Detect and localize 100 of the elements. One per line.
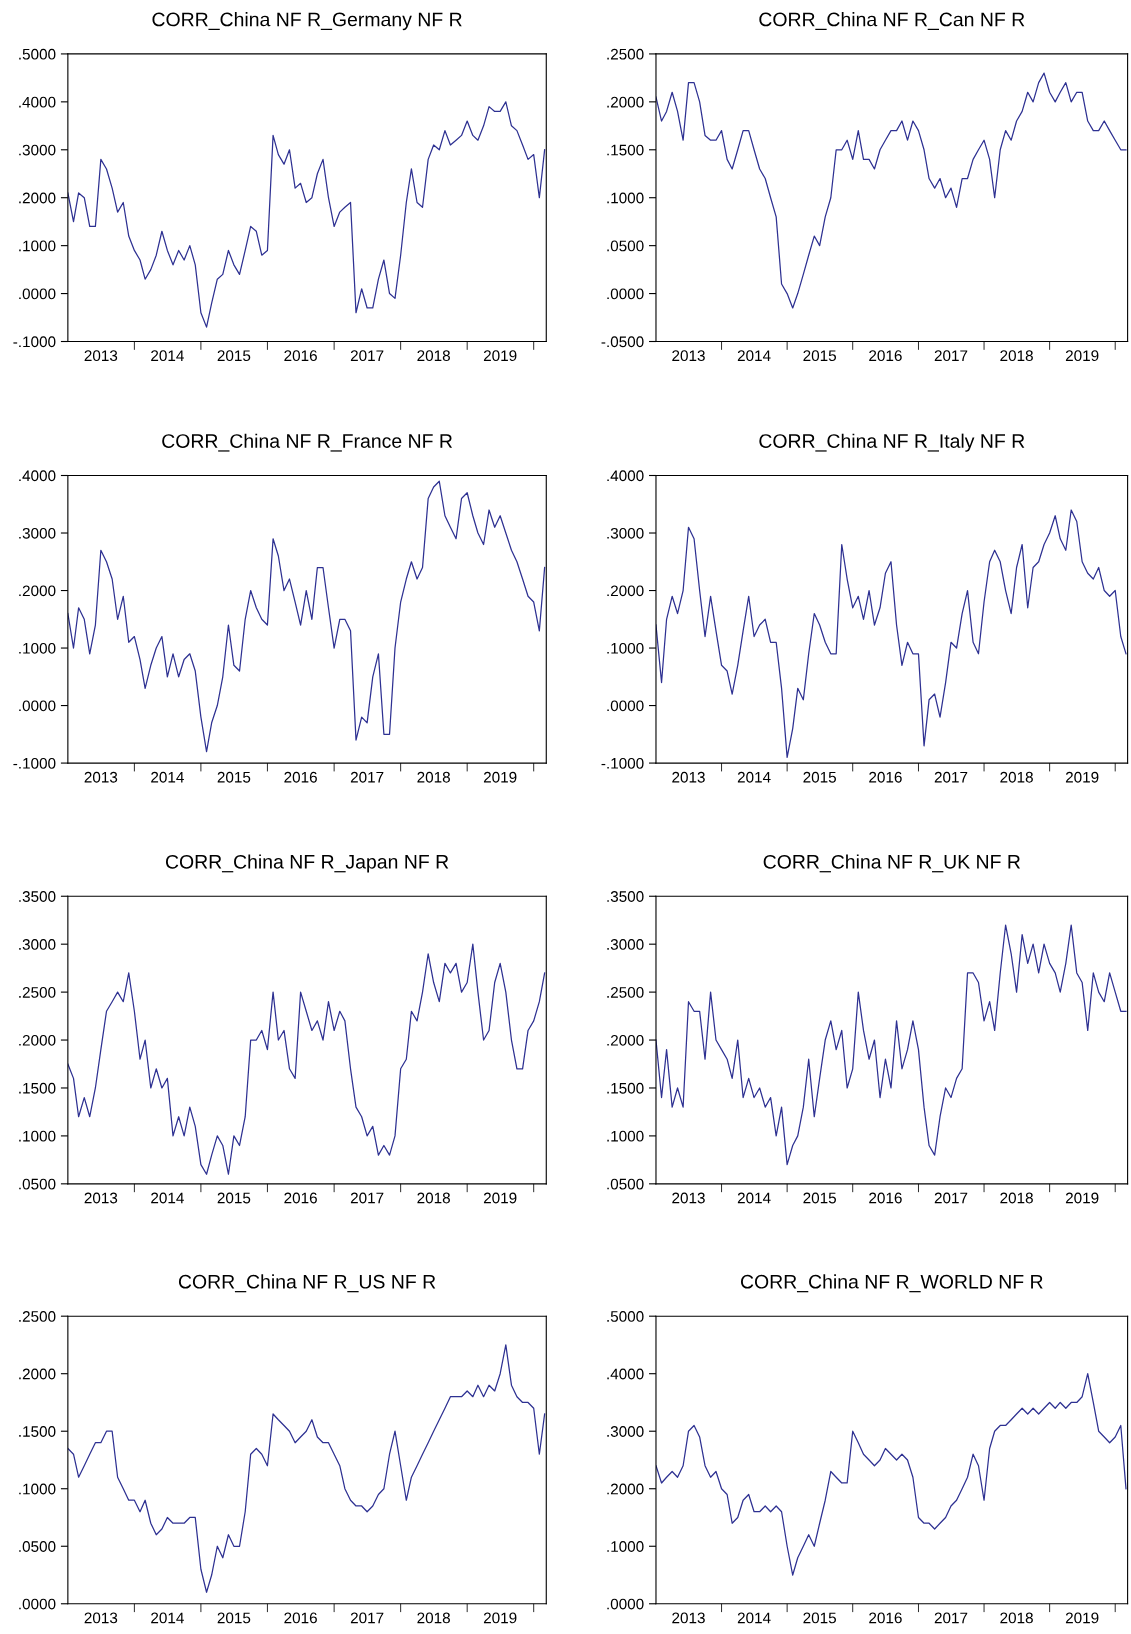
y-tick-label: .0000 bbox=[19, 1598, 56, 1610]
chart-title: CORR_China NF R_US NF R bbox=[178, 1274, 436, 1293]
x-tick-label: 2016 bbox=[869, 1612, 902, 1624]
line-series bbox=[655, 509, 1127, 758]
x-tick-label: 2017 bbox=[934, 771, 968, 783]
y-tick-label: .2000 bbox=[19, 585, 56, 597]
y-tick-label: .3500 bbox=[19, 891, 56, 902]
y-tick-label: .1500 bbox=[607, 144, 644, 156]
x-tick-label: 2013 bbox=[84, 350, 118, 362]
x-tick-label: 2017 bbox=[350, 350, 384, 362]
line-series bbox=[67, 480, 546, 753]
x-tick-label: 2015 bbox=[217, 771, 251, 783]
x-tick-label: 2017 bbox=[934, 1612, 968, 1624]
x-tick-label: 2018 bbox=[417, 350, 450, 362]
x-tick-label: 2017 bbox=[934, 1192, 968, 1204]
y-tick-label: .3000 bbox=[607, 939, 644, 950]
x-tick-label: 2016 bbox=[284, 350, 317, 362]
y-tick-label: .2500 bbox=[19, 986, 56, 998]
x-tick-label: 2019 bbox=[1065, 1192, 1099, 1204]
x-tick-label: 2015 bbox=[803, 1192, 837, 1204]
line-series bbox=[655, 1373, 1127, 1576]
y-tick-label: .3000 bbox=[607, 1426, 644, 1437]
y-tick-label: .0500 bbox=[19, 1541, 56, 1552]
x-tick-label: 2019 bbox=[483, 350, 517, 362]
y-tick-label: .1000 bbox=[19, 642, 56, 654]
y-tick-label: .3000 bbox=[19, 939, 56, 950]
line-series bbox=[67, 101, 546, 328]
x-tick-label: 2018 bbox=[1000, 350, 1033, 362]
x-tick-label: 2019 bbox=[1065, 350, 1099, 362]
y-tick-label: .2000 bbox=[607, 96, 644, 108]
y-tick-label: .2000 bbox=[19, 192, 56, 204]
y-tick-label: .1000 bbox=[607, 1541, 644, 1552]
y-tick-label: .1000 bbox=[607, 192, 644, 204]
y-tick-label: .1000 bbox=[19, 1130, 56, 1142]
x-tick-label: 2018 bbox=[417, 771, 450, 783]
y-tick-label: .2000 bbox=[19, 1034, 56, 1046]
x-tick-label: 2016 bbox=[869, 350, 902, 362]
x-tick-label: 2018 bbox=[417, 1192, 450, 1204]
y-tick-label: .5000 bbox=[19, 48, 56, 60]
x-tick-label: 2016 bbox=[869, 771, 902, 783]
x-tick-label: 2015 bbox=[803, 350, 837, 362]
x-tick-label: 2013 bbox=[84, 1612, 118, 1624]
x-tick-label: 2014 bbox=[151, 1192, 184, 1204]
x-tick-label: 2014 bbox=[151, 350, 184, 362]
chart-title: CORR_China NF R_Japan NF R bbox=[165, 854, 449, 873]
y-tick-label: .0500 bbox=[607, 240, 644, 252]
x-tick-label: 2013 bbox=[672, 350, 705, 362]
x-tick-label: 2014 bbox=[151, 771, 184, 783]
line-series bbox=[67, 943, 546, 1175]
y-tick-label: .4000 bbox=[19, 96, 56, 108]
y-tick-label: .0000 bbox=[19, 288, 56, 300]
y-tick-label: .1000 bbox=[19, 1483, 56, 1495]
y-tick-label: .3500 bbox=[607, 891, 644, 902]
y-tick-label: .1500 bbox=[19, 1082, 56, 1094]
chart-title: CORR_China NF R_WORLD NF R bbox=[740, 1274, 1043, 1293]
y-tick-label: .1500 bbox=[19, 1426, 56, 1437]
x-tick-label: 2015 bbox=[217, 350, 251, 362]
y-tick-label: .3000 bbox=[19, 527, 56, 539]
y-tick-label: .4000 bbox=[607, 1368, 644, 1380]
x-tick-label: 2019 bbox=[483, 1192, 517, 1204]
x-tick-label: 2014 bbox=[737, 350, 771, 362]
y-tick-label: .2500 bbox=[19, 1311, 56, 1322]
x-tick-label: 2015 bbox=[217, 1192, 251, 1204]
chart-title: CORR_China NF R_Can NF R bbox=[759, 12, 1025, 31]
y-tick-label: -.1000 bbox=[601, 757, 644, 769]
line-series bbox=[655, 72, 1127, 309]
y-tick-label: .2000 bbox=[607, 1483, 644, 1495]
y-tick-label: .0500 bbox=[607, 1178, 644, 1190]
x-tick-label: 2016 bbox=[869, 1192, 902, 1204]
x-tick-label: 2014 bbox=[737, 1192, 771, 1204]
line-series bbox=[67, 1344, 546, 1593]
x-tick-label: 2016 bbox=[284, 1192, 317, 1204]
y-tick-label: .4000 bbox=[607, 470, 644, 482]
y-tick-label: .1000 bbox=[19, 240, 56, 252]
x-tick-label: 2013 bbox=[672, 771, 705, 783]
y-tick-label: .0000 bbox=[607, 1598, 644, 1610]
chart-title: CORR_China NF R_Italy NF R bbox=[759, 433, 1025, 452]
y-tick-label: .2000 bbox=[19, 1368, 56, 1380]
x-tick-label: 2014 bbox=[737, 771, 771, 783]
y-tick-label: .1000 bbox=[607, 642, 644, 654]
x-tick-label: 2018 bbox=[417, 1612, 450, 1624]
x-tick-label: 2019 bbox=[1065, 771, 1099, 783]
x-tick-label: 2015 bbox=[217, 1612, 251, 1624]
x-tick-label: 2019 bbox=[483, 771, 517, 783]
y-tick-label: -.1000 bbox=[13, 757, 56, 769]
y-tick-label: .1000 bbox=[607, 1130, 644, 1142]
y-tick-label: .4000 bbox=[19, 470, 56, 482]
y-tick-label: .0000 bbox=[19, 700, 56, 712]
chart-title: CORR_China NF R_UK NF R bbox=[763, 854, 1021, 873]
chart-title: CORR_China NF R_Germany NF R bbox=[152, 12, 462, 31]
x-tick-label: 2014 bbox=[151, 1612, 184, 1624]
x-tick-label: 2017 bbox=[350, 1612, 384, 1624]
chart-title: CORR_China NF R_France NF R bbox=[162, 433, 453, 452]
x-tick-label: 2019 bbox=[483, 1612, 517, 1624]
x-tick-label: 2013 bbox=[84, 771, 118, 783]
y-tick-label: .2000 bbox=[607, 585, 644, 597]
x-tick-label: 2013 bbox=[672, 1192, 705, 1204]
y-tick-label: .5000 bbox=[607, 1311, 644, 1322]
x-tick-label: 2015 bbox=[803, 1612, 837, 1624]
x-tick-label: 2018 bbox=[1000, 1192, 1033, 1204]
